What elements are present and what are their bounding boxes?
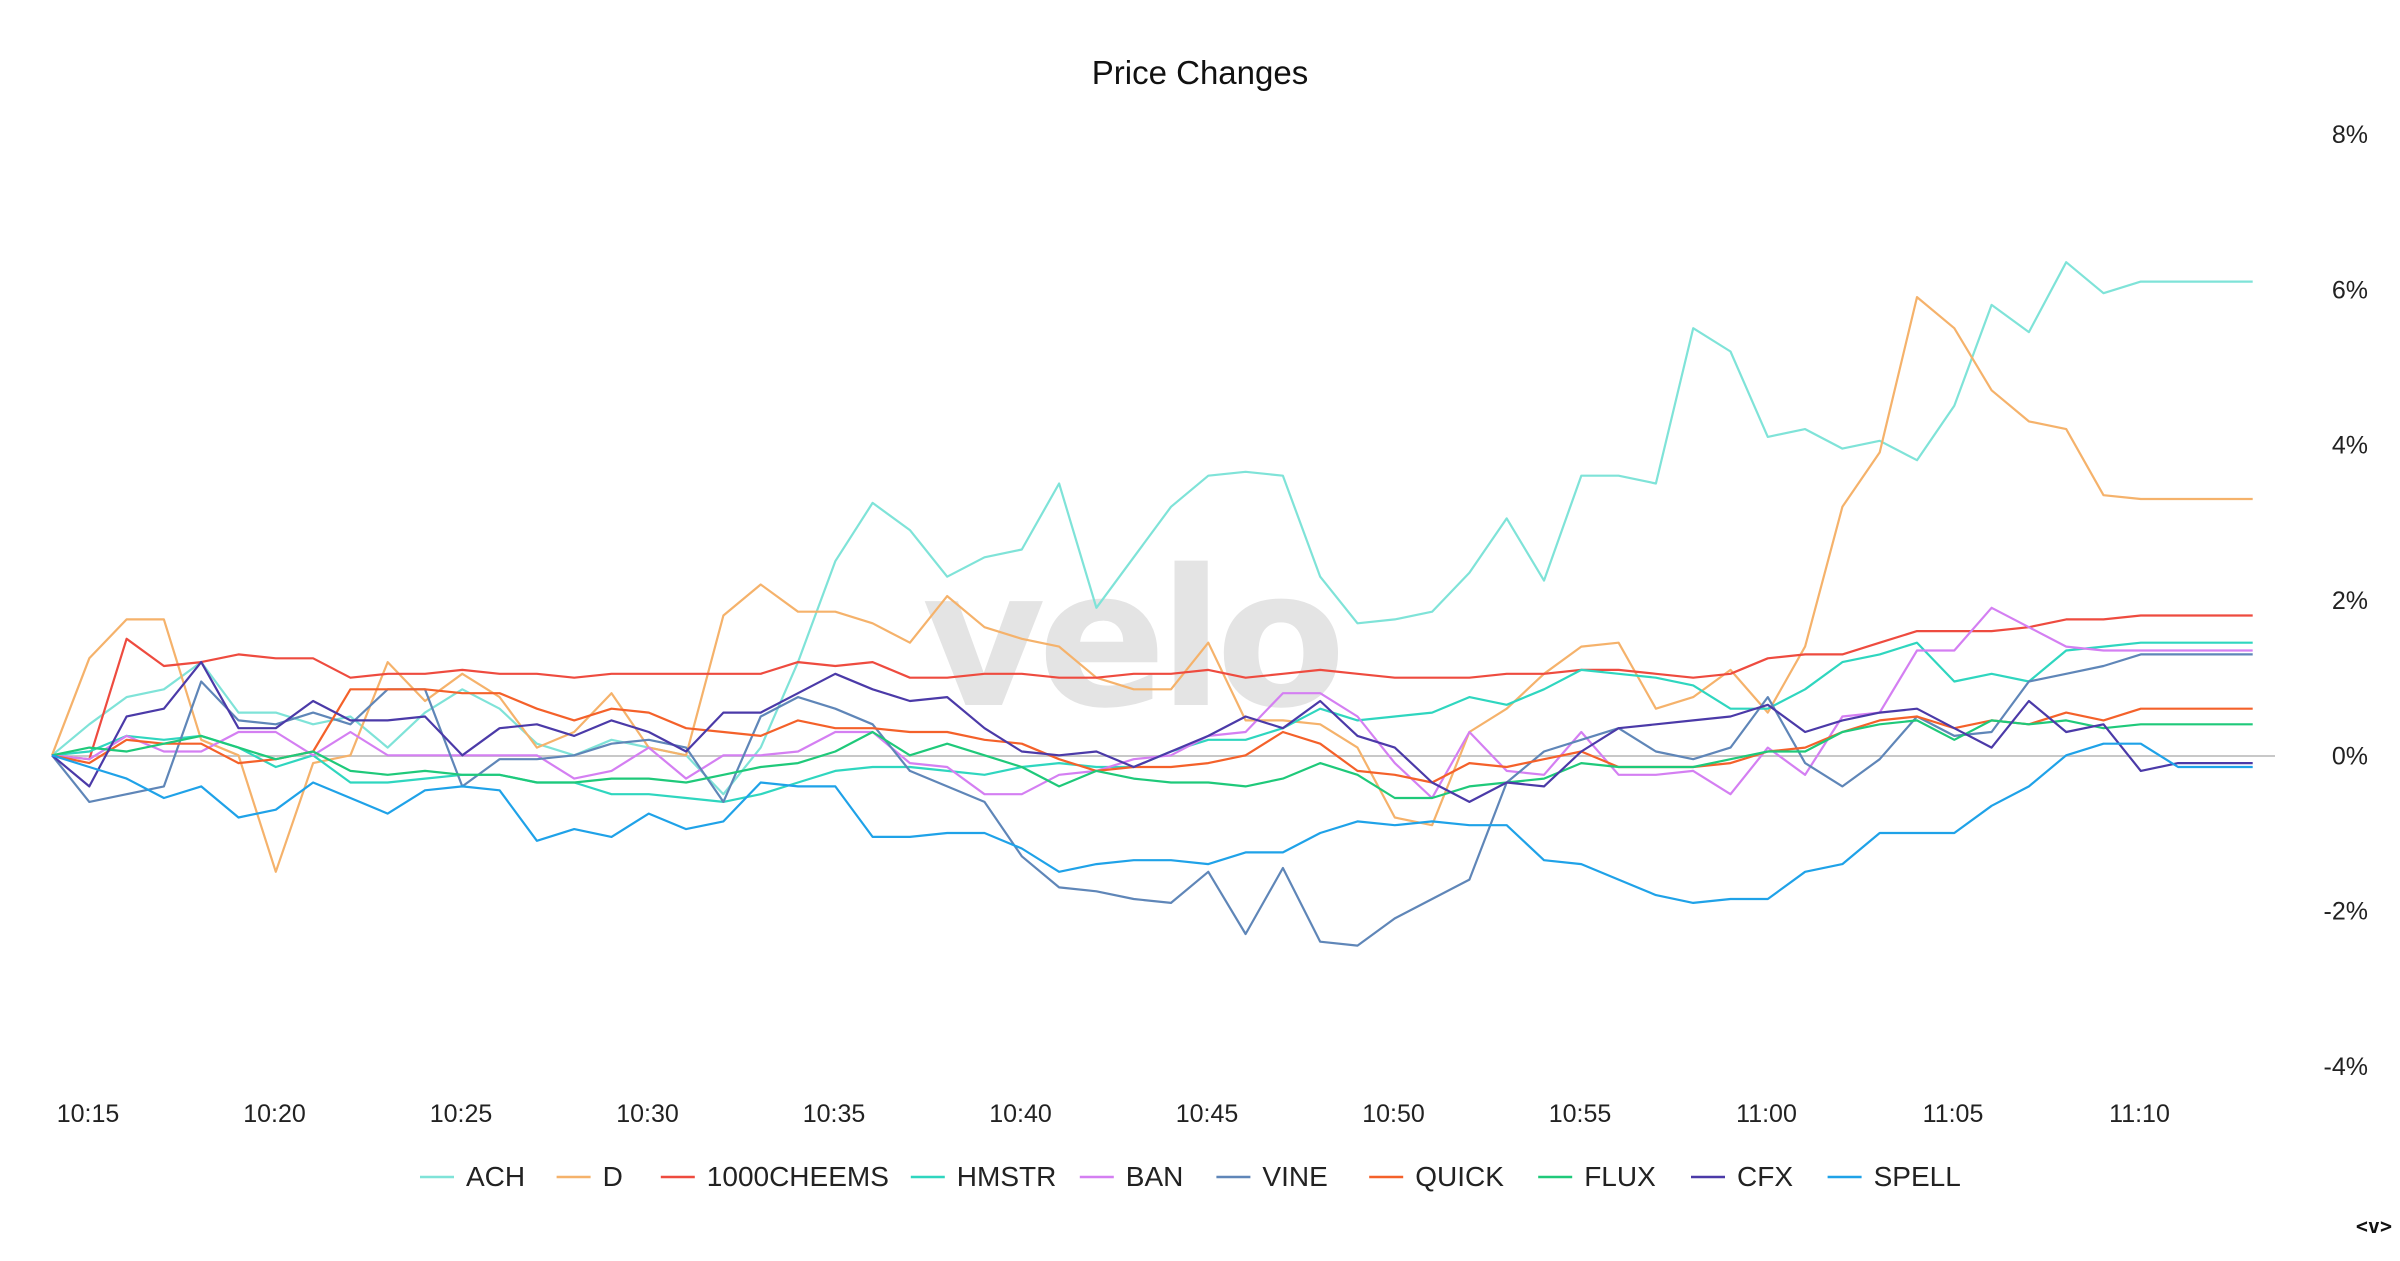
x-tick-label: 10:55 bbox=[1549, 1100, 1612, 1128]
legend-item-flux[interactable]: FLUX bbox=[1538, 1161, 1656, 1192]
legend-item-1000cheems[interactable]: 1000CHEEMS bbox=[660, 1161, 889, 1192]
x-tick-label: 10:45 bbox=[1176, 1100, 1239, 1128]
legend-item-vine[interactable]: VINE bbox=[1216, 1161, 1328, 1192]
x-tick-label: 10:25 bbox=[430, 1100, 493, 1128]
legend-item-ach[interactable]: ACH bbox=[420, 1161, 525, 1192]
legend-label: FLUX bbox=[1584, 1161, 1656, 1192]
legend-item-cfx[interactable]: CFX bbox=[1691, 1161, 1793, 1192]
x-tick-label: 10:15 bbox=[57, 1100, 120, 1128]
legend-item-ban[interactable]: BAN bbox=[1079, 1161, 1184, 1192]
legend-label: HMSTR bbox=[957, 1161, 1057, 1192]
y-tick-label: 2% bbox=[2332, 587, 2368, 615]
velo-watermark: velo bbox=[922, 529, 1339, 750]
x-tick-label: 10:30 bbox=[616, 1100, 679, 1128]
y-tick-label: 8% bbox=[2332, 121, 2368, 149]
legend-label: QUICK bbox=[1415, 1161, 1504, 1192]
y-axis-ticks: 8% 6% 4% 2% 0% -2% -4% bbox=[2324, 121, 2368, 1081]
series-lines bbox=[50, 261, 2253, 947]
x-tick-label: 11:00 bbox=[1736, 1100, 1797, 1128]
series-line-quick bbox=[51, 688, 2253, 784]
series-line-flux bbox=[51, 719, 2253, 800]
legend-item-spell[interactable]: SPELL bbox=[1827, 1161, 1961, 1192]
y-tick-label: 6% bbox=[2332, 276, 2368, 304]
velo-logo-mark: <v> bbox=[2355, 1214, 2392, 1238]
legend-item-d[interactable]: D bbox=[556, 1161, 623, 1192]
legend-label: BAN bbox=[1126, 1161, 1184, 1192]
y-tick-label: 4% bbox=[2332, 432, 2368, 460]
legend-item-quick[interactable]: QUICK bbox=[1369, 1161, 1504, 1192]
x-tick-label: 10:35 bbox=[803, 1100, 866, 1128]
legend-label: CFX bbox=[1737, 1161, 1793, 1192]
chart-title: Price Changes bbox=[1092, 54, 1308, 91]
x-tick-label: 10:20 bbox=[243, 1100, 306, 1128]
series-line-spell bbox=[51, 742, 2253, 905]
x-tick-label: 11:05 bbox=[1923, 1100, 1984, 1128]
series-line-1000cheems bbox=[51, 614, 2253, 761]
series-line-cfx bbox=[51, 660, 2253, 804]
x-tick-label: 10:50 bbox=[1362, 1100, 1425, 1128]
series-line-d bbox=[50, 296, 2253, 873]
series-line-ach bbox=[51, 261, 2253, 796]
x-tick-label: 10:40 bbox=[989, 1100, 1052, 1128]
legend-label: VINE bbox=[1262, 1161, 1327, 1192]
legend-label: ACH bbox=[466, 1161, 525, 1192]
legend-label: D bbox=[603, 1161, 623, 1192]
x-axis-ticks: 10:15 10:20 10:25 10:30 10:35 10:40 10:45 10:50… bbox=[57, 1100, 2170, 1128]
legend-label: 1000CHEEMS bbox=[707, 1161, 889, 1192]
legend: ACH D 1000CHEEMS HMSTR BAN VINE QUICK FLUX CFX SP… bbox=[420, 1161, 1961, 1192]
y-tick-label: -4% bbox=[2324, 1053, 2368, 1081]
x-tick-label: 11:10 bbox=[2109, 1100, 2170, 1128]
y-tick-label: -2% bbox=[2324, 898, 2368, 926]
series-line-ban bbox=[51, 606, 2253, 800]
y-tick-label: 0% bbox=[2332, 742, 2368, 770]
legend-item-hmstr[interactable]: HMSTR bbox=[910, 1161, 1057, 1192]
legend-label: SPELL bbox=[1874, 1161, 1961, 1192]
